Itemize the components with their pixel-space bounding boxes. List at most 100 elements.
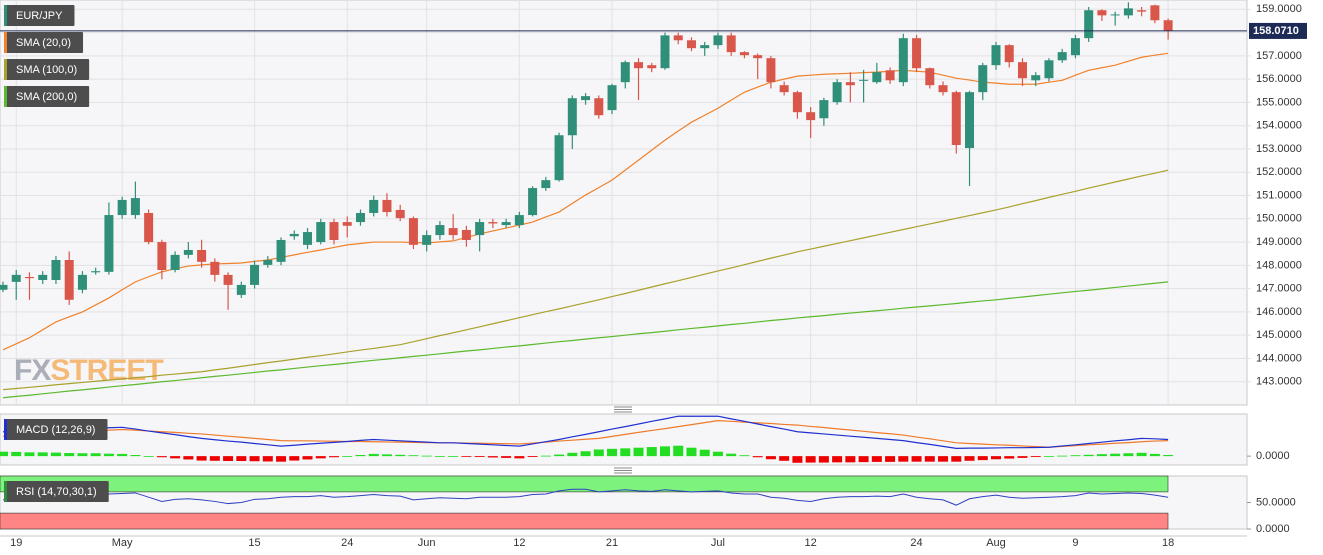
indicator-label: RSI (14,70,30,1) [4,481,109,502]
candle-body [620,62,630,83]
candle-body [912,38,922,69]
histogram-bar [514,456,525,459]
histogram-bar [633,447,644,457]
watermark-part: FX [14,354,51,387]
candle-body [528,188,538,216]
candle-body [965,92,975,149]
histogram-bar [90,453,101,457]
histogram-bar [620,448,631,457]
histogram-bar [1030,456,1041,458]
histogram-bar [262,456,273,462]
y-tick-label: 159.0000 [1256,3,1302,15]
histogram-bar [381,454,392,457]
candle-body [342,222,352,226]
histogram-bar [368,453,379,457]
candle-body [845,82,855,86]
candle-body [739,52,749,56]
candle-body [872,72,882,83]
histogram-bar [11,451,22,457]
y-tick-label: 151.0000 [1256,189,1302,201]
histogram-bar [1163,455,1174,457]
histogram-bar [871,456,882,462]
candle-body [448,228,458,236]
histogram-bar [50,452,61,457]
legend-swatch [4,5,7,26]
y-tick-label: 144.0000 [1256,352,1302,364]
candle-body [1004,45,1014,63]
candle-body [806,112,816,121]
histogram-bar [765,456,776,460]
histogram-bar [302,456,313,460]
histogram-bar [24,452,35,457]
histogram-bar [461,456,472,457]
y-tick-label: 157.0000 [1256,50,1302,62]
candle-body [859,79,869,81]
histogram-bar [646,447,657,457]
legend-item: SMA (200,0) [4,86,90,107]
candle-body [329,222,339,240]
x-tick-label: 12 [805,537,817,549]
histogram-bar [712,451,723,457]
histogram-bar [130,455,141,457]
panel-handle [614,406,632,474]
histogram-bar [1083,454,1094,457]
x-tick-label: 12 [513,537,525,549]
candle-body [382,199,392,213]
histogram-bar [1123,453,1134,457]
candle-body [408,218,418,245]
histogram-bar [1096,454,1107,457]
legend-label: MACD (12,26,9) [16,424,95,436]
candle-body [144,212,154,243]
histogram-bar [355,455,366,457]
candle-body [91,271,101,273]
candle-body [885,70,895,81]
histogram-bar [170,456,181,459]
y-tick-label: 149.0000 [1256,236,1302,248]
histogram-bar [739,455,750,457]
x-tick-label: May [112,537,133,549]
x-tick-label: Jul [711,537,725,549]
candle-body [779,85,789,93]
candle-body [925,68,935,86]
candle-body [435,225,445,236]
y-tick-label: 143.0000 [1256,376,1302,388]
histogram-bar [951,456,962,462]
histogram-bar [1043,456,1054,457]
candle-body [686,40,696,49]
histogram-bar [885,456,896,462]
candle-body [210,261,220,275]
candle-body [355,212,365,223]
histogram-bar [1110,453,1121,457]
candle-body [514,215,524,226]
candle-body [819,100,829,119]
histogram-bar [752,456,763,458]
candle-body [77,274,87,290]
candle-body [634,62,644,69]
candle-body [832,82,842,103]
legend-swatch [4,59,7,80]
y-tick-label: 148.0000 [1256,259,1302,271]
legend-label: SMA (100,0) [16,64,77,76]
x-tick-label: 24 [341,537,353,549]
histogram-bar [183,456,194,460]
histogram-bar [991,456,1001,460]
histogram-bar [395,454,406,457]
candle-body [24,276,34,279]
y-tick-label: 50.0000 [1256,496,1296,508]
histogram-bar [938,456,949,462]
legend-item: EUR/JPY [4,5,75,26]
candle-body [104,215,114,272]
candle-body [1097,10,1107,16]
histogram-bar [223,456,234,462]
x-tick-label: 24 [910,537,922,549]
candle-body [461,229,471,240]
histogram-bar [0,451,8,457]
histogram-bar [342,456,353,457]
histogram-bar [977,456,988,461]
histogram-bar [37,452,48,457]
x-tick-label: 18 [1162,537,1174,549]
legend-box [4,86,90,107]
y-tick-label: 0.0000 [1256,450,1290,462]
candle-body [369,199,379,213]
legend-box [4,5,75,26]
